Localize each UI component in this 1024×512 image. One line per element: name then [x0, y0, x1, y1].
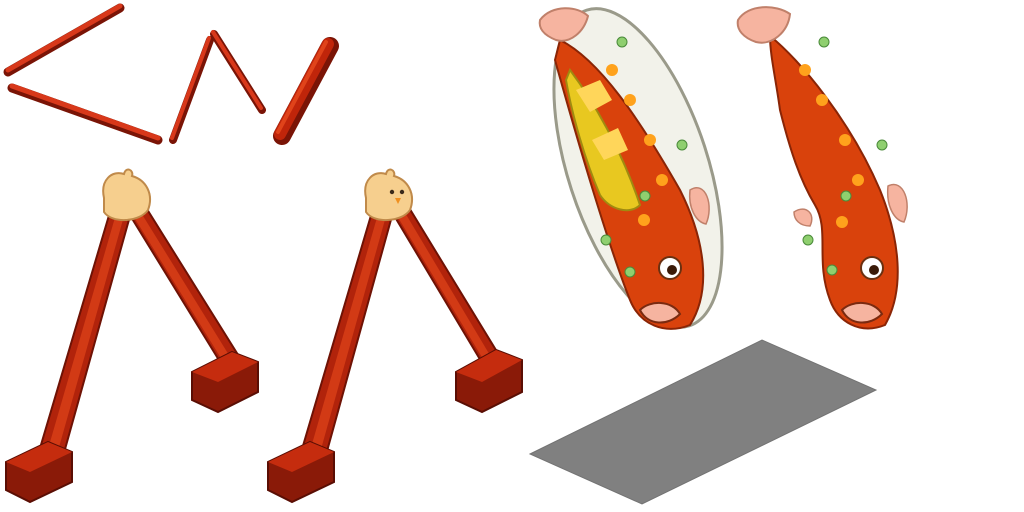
- shadow-tile-icon: [528, 339, 878, 505]
- red-pole-cap-icon: [273, 37, 339, 145]
- chick-topped-a-frame-stand-alt-icon: [267, 168, 523, 504]
- carp-streamer-icon: [736, 6, 908, 330]
- carp-streamer-with-board-icon: [538, 7, 724, 330]
- red-pole-segment-icon: [3, 3, 163, 145]
- chick-topped-a-frame-stand-icon: [5, 168, 259, 504]
- red-pole-angled-pieces-icon: [169, 30, 266, 144]
